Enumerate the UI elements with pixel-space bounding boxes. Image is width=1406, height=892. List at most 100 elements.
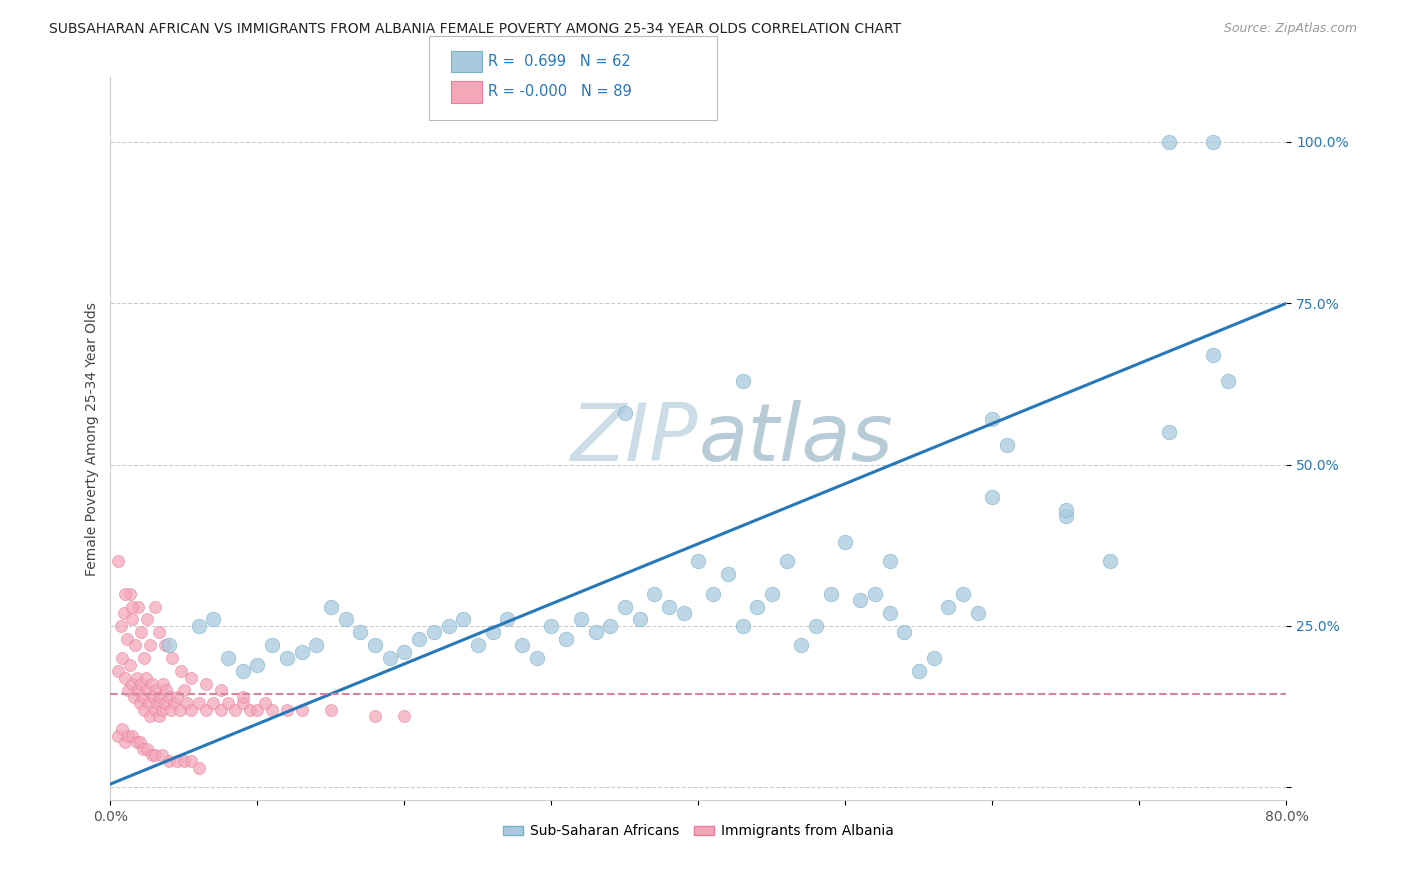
Point xyxy=(173,683,195,698)
Point xyxy=(1054,509,1077,524)
Point xyxy=(496,613,519,627)
Point xyxy=(180,703,202,717)
Point xyxy=(142,690,165,704)
Point xyxy=(1202,135,1225,149)
Point xyxy=(160,651,183,665)
Point xyxy=(731,619,754,633)
Point xyxy=(613,406,636,420)
Point xyxy=(908,664,931,678)
Point xyxy=(107,554,129,568)
Point xyxy=(150,747,173,762)
Point xyxy=(111,722,134,736)
Point xyxy=(159,703,181,717)
Point xyxy=(952,587,974,601)
Point xyxy=(335,613,357,627)
Point xyxy=(121,729,143,743)
Point xyxy=(217,697,239,711)
Point xyxy=(526,651,548,665)
Point xyxy=(114,671,136,685)
Point xyxy=(180,671,202,685)
Point xyxy=(262,638,284,652)
Y-axis label: Female Poverty Among 25-34 Year Olds: Female Poverty Among 25-34 Year Olds xyxy=(86,301,100,575)
Point xyxy=(148,709,170,723)
Point xyxy=(966,606,988,620)
Point xyxy=(555,632,578,646)
Point xyxy=(893,625,915,640)
Point xyxy=(169,703,191,717)
Point xyxy=(143,599,166,614)
Point xyxy=(1157,425,1180,440)
Point xyxy=(613,599,636,614)
Point xyxy=(246,703,269,717)
Point xyxy=(150,703,173,717)
Point xyxy=(118,657,141,672)
Point xyxy=(981,412,1004,426)
Point xyxy=(209,683,232,698)
Point xyxy=(879,554,901,568)
Point xyxy=(209,703,232,717)
Point xyxy=(111,651,134,665)
Point xyxy=(127,683,149,698)
Point xyxy=(157,755,180,769)
Point xyxy=(510,638,533,652)
Point xyxy=(423,625,446,640)
Point xyxy=(239,703,262,717)
Point xyxy=(1216,374,1239,388)
Point xyxy=(194,703,217,717)
Point xyxy=(599,619,621,633)
Point xyxy=(938,599,960,614)
Point xyxy=(146,697,169,711)
Point xyxy=(125,735,148,749)
Point xyxy=(585,625,607,640)
Point xyxy=(141,677,163,691)
Point xyxy=(364,709,387,723)
Point xyxy=(135,671,157,685)
Point xyxy=(834,535,856,549)
Text: atlas: atlas xyxy=(699,400,893,478)
Point xyxy=(1054,503,1077,517)
Point xyxy=(134,703,156,717)
Point xyxy=(995,438,1018,452)
Point xyxy=(117,729,139,743)
Point xyxy=(124,638,146,652)
Point xyxy=(290,645,312,659)
Point xyxy=(166,690,188,704)
Point xyxy=(136,683,159,698)
Point xyxy=(717,567,740,582)
Point xyxy=(122,690,145,704)
Point xyxy=(114,587,136,601)
Point xyxy=(246,657,269,672)
Point xyxy=(262,703,284,717)
Text: SUBSAHARAN AFRICAN VS IMMIGRANTS FROM ALBANIA FEMALE POVERTY AMONG 25-34 YEAR OL: SUBSAHARAN AFRICAN VS IMMIGRANTS FROM AL… xyxy=(49,22,901,37)
Point xyxy=(202,697,225,711)
Point xyxy=(187,761,209,775)
Point xyxy=(139,709,162,723)
Point xyxy=(153,697,176,711)
Point xyxy=(118,587,141,601)
Point xyxy=(276,703,298,717)
Point xyxy=(132,690,155,704)
Point xyxy=(731,374,754,388)
Point xyxy=(134,651,156,665)
Point xyxy=(107,664,129,678)
Point xyxy=(129,625,152,640)
Point xyxy=(232,690,254,704)
Point xyxy=(149,690,172,704)
Point xyxy=(863,587,886,601)
Point xyxy=(981,490,1004,504)
Point xyxy=(162,697,184,711)
Point xyxy=(364,638,387,652)
Text: R = -0.000   N = 89: R = -0.000 N = 89 xyxy=(488,85,631,99)
Point xyxy=(702,587,724,601)
Point xyxy=(672,606,695,620)
Point xyxy=(1157,135,1180,149)
Point xyxy=(451,613,474,627)
Point xyxy=(114,735,136,749)
Point xyxy=(1099,554,1122,568)
Point xyxy=(121,599,143,614)
Point xyxy=(148,625,170,640)
Point xyxy=(775,554,797,568)
Point xyxy=(804,619,827,633)
Point xyxy=(128,735,150,749)
Point xyxy=(187,697,209,711)
